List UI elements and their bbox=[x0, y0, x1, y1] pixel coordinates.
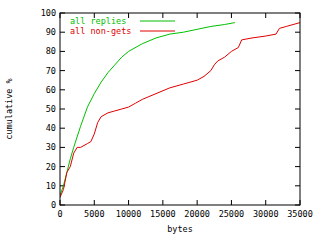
y-tick bbox=[60, 147, 65, 148]
y-tick bbox=[60, 128, 65, 129]
y-tick bbox=[60, 166, 65, 167]
y-tick-label: 100 bbox=[41, 8, 56, 18]
x-tick bbox=[94, 200, 95, 205]
legend-label: all replies bbox=[70, 16, 126, 26]
x-tick-label: 30000 bbox=[253, 209, 279, 219]
x-tick bbox=[231, 200, 232, 205]
y-tick bbox=[60, 89, 65, 90]
chart: 0 10 20 30 40 50 60 70 80 90 100 0 5000 10000 15000 200… bbox=[0, 0, 320, 240]
x-tick bbox=[197, 13, 198, 18]
y-tick-label: 80 bbox=[46, 46, 56, 56]
series-line bbox=[60, 23, 235, 196]
y-tick bbox=[60, 70, 65, 71]
y-tick bbox=[295, 128, 300, 129]
y-tick-label: 60 bbox=[46, 85, 56, 95]
x-tick-label: 20000 bbox=[184, 209, 210, 219]
x-tick-label: 10000 bbox=[116, 209, 142, 219]
plot-area bbox=[60, 23, 300, 198]
y-tick bbox=[295, 89, 300, 90]
legend-swatch bbox=[140, 31, 175, 32]
y-tick-label: 10 bbox=[46, 181, 56, 191]
x-tick-label: 25000 bbox=[219, 209, 245, 219]
y-tick-label: 90 bbox=[46, 27, 56, 37]
x-tick-label: 0 bbox=[57, 209, 62, 219]
x-tick bbox=[265, 13, 266, 18]
y-tick bbox=[295, 147, 300, 148]
y-tick-label: 50 bbox=[46, 104, 56, 114]
y-axis-label: cumulative % bbox=[4, 78, 14, 139]
x-tick bbox=[128, 13, 129, 18]
y-tick bbox=[295, 32, 300, 33]
y-tick bbox=[60, 109, 65, 110]
y-tick bbox=[295, 51, 300, 52]
x-tick bbox=[197, 200, 198, 205]
y-tick-label: 40 bbox=[46, 123, 56, 133]
series-line bbox=[60, 23, 300, 198]
x-tick-label: 35000 bbox=[287, 209, 313, 219]
x-tick bbox=[162, 200, 163, 205]
x-tick bbox=[265, 200, 266, 205]
x-tick-label: 5000 bbox=[84, 209, 104, 219]
y-tick bbox=[295, 166, 300, 167]
y-tick bbox=[60, 51, 65, 52]
y-tick-label: 20 bbox=[46, 162, 56, 172]
x-tick bbox=[162, 13, 163, 18]
x-tick-label: 15000 bbox=[150, 209, 176, 219]
y-tick bbox=[295, 109, 300, 110]
y-tick bbox=[295, 70, 300, 71]
y-tick-label: 70 bbox=[46, 66, 56, 76]
y-tick bbox=[295, 185, 300, 186]
y-tick-label: 0 bbox=[51, 200, 56, 210]
x-tick bbox=[231, 13, 232, 18]
plot-frame bbox=[60, 13, 300, 205]
x-tick bbox=[128, 200, 129, 205]
legend-swatch bbox=[140, 21, 175, 22]
legend-label: all non-gets bbox=[70, 26, 131, 36]
x-axis-label: bytes bbox=[167, 224, 193, 234]
y-tick bbox=[60, 32, 65, 33]
y-tick-label: 30 bbox=[46, 142, 56, 152]
